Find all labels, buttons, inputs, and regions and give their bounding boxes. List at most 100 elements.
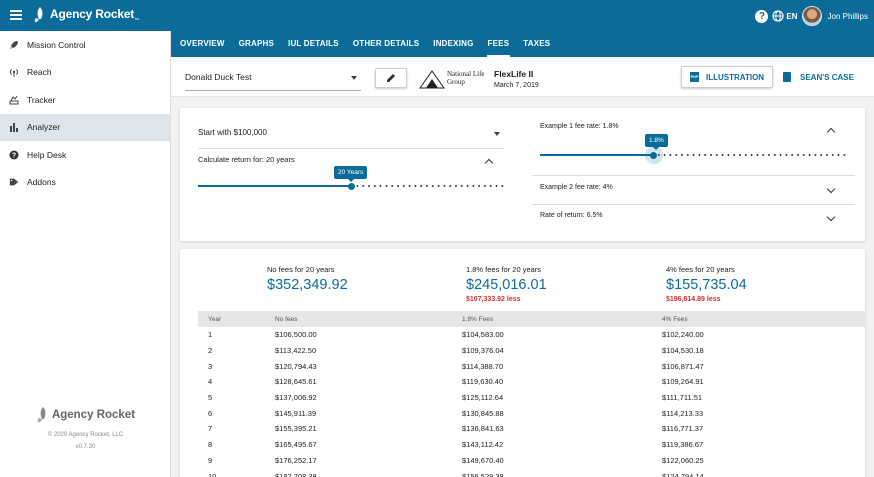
sidebar-item-mission-control[interactable]: Mission Control	[0, 31, 170, 59]
cell-fee2: $104,530.18	[662, 346, 704, 356]
cell-fee1: $130,845.88	[462, 408, 504, 418]
table-row: 4 $128,645.61 $119,630.40 $109,264.91	[198, 374, 866, 390]
tab-fees[interactable]: FEES	[481, 31, 517, 57]
cell-fee1: $109,376.04	[462, 346, 504, 356]
product-name: FlexLife II	[494, 69, 534, 79]
cell-no-fees: $137,006.92	[275, 393, 317, 403]
language-selector[interactable]: EN	[772, 10, 798, 22]
fee1-slider-fill	[540, 154, 654, 156]
cell-fee1: $125,112.64	[462, 393, 504, 403]
cell-no-fees: $106,500.00	[275, 330, 317, 340]
sidebar: Mission Control Reach Tracker Analyzer ?…	[0, 31, 171, 477]
sidebar-item-addons[interactable]: Addons	[0, 169, 170, 197]
table-row: 10 $187,708.38 $156,529.38 $124,794.14	[198, 468, 866, 477]
rocket-logo-icon	[37, 407, 46, 423]
app-trademark: ™	[134, 17, 139, 24]
rocket-icon	[9, 40, 19, 50]
fee2-summary: 4% fees for 20 years $155,735.04 $196,61…	[666, 265, 747, 303]
cell-no-fees: $128,645.61	[275, 377, 317, 387]
carrier-logo: National Life Group	[419, 69, 485, 89]
app-name: Agency Rocket	[50, 6, 135, 21]
table-row: 6 $145,911.39 $130,845.88 $114,213.33	[198, 405, 866, 421]
cell-fee1: $104,583.00	[462, 330, 504, 340]
table-header-row: Year No fees 1.8% Fees 4% Fees	[198, 311, 866, 327]
product-date: March 7, 2019	[494, 82, 539, 89]
cell-year: 3	[208, 361, 213, 371]
start-amount-select[interactable]: Start with $100,000	[198, 128, 504, 144]
years-slider-thumb[interactable]	[347, 183, 355, 190]
cell-fee1: $136,841.63	[462, 424, 504, 434]
fees-table: Year No fees 1.8% Fees 4% Fees 1 $106,500…	[198, 311, 866, 477]
cell-fee2: $111,711.51	[662, 393, 703, 403]
help-button[interactable]: ?	[755, 9, 769, 23]
sidebar-item-reach[interactable]: Reach	[0, 59, 170, 87]
collapse-chevron-icon[interactable]	[484, 158, 494, 168]
cell-fee2: $102,240.00	[662, 330, 704, 340]
client-select[interactable]: Donald Duck Test	[185, 67, 361, 91]
bar-chart-icon	[9, 122, 19, 133]
fee2-label: Example 2 fee rate: 4%	[540, 184, 613, 191]
cell-fee1: $114,388.70	[462, 361, 504, 371]
tab-iul-details[interactable]: IUL DETAILS	[288, 39, 339, 48]
user-avatar[interactable]	[801, 6, 822, 26]
cell-year: 1	[208, 330, 213, 340]
pdf-icon: PDF	[690, 72, 699, 82]
tab-taxes[interactable]: TAXES	[523, 39, 551, 48]
cell-fee1: $149,670.40	[462, 455, 504, 465]
tab-other-details[interactable]: OTHER DETAILS	[352, 39, 420, 48]
cell-no-fees: $155,395.21	[275, 424, 317, 434]
cell-fee2: $106,871.47	[662, 361, 704, 371]
carrier-name-line1: National Life	[447, 70, 485, 78]
rocket-logo-icon	[34, 7, 43, 23]
table-row: 1 $106,500.00 $104,583.00 $102,240.00	[198, 327, 866, 343]
return-label: Rate of return: 6.5%	[540, 212, 603, 219]
case-button[interactable]: SEAN'S CASE	[783, 66, 854, 88]
tab-overview[interactable]: OVERVIEW	[180, 39, 225, 48]
table-row: 3 $120,794.43 $114,388.70 $106,871.47	[198, 358, 866, 374]
cell-year: 5	[208, 393, 213, 403]
footer-logo-text: Agency Rocket	[51, 409, 136, 421]
no-fees-label: No fees for 20 years	[267, 265, 335, 274]
dropdown-caret-icon	[351, 76, 357, 80]
sidebar-item-label: Mission Control	[27, 39, 86, 50]
cell-fee1: $119,630.40	[462, 377, 504, 387]
case-label: SEAN'S CASE	[800, 72, 854, 82]
hamburger-menu-icon[interactable]	[10, 10, 22, 20]
col-header-no-fees: No fees	[275, 311, 462, 327]
edit-button[interactable]	[375, 68, 407, 88]
sidebar-item-help-desk[interactable]: ? Help Desk	[0, 141, 170, 169]
tab-graphs[interactable]: GRAPHS	[238, 39, 275, 48]
cell-fee1: $156,529.38	[462, 471, 504, 477]
cell-no-fees: $187,708.38	[275, 471, 317, 477]
fee2-select[interactable]: Example 2 fee rate: 4%	[540, 182, 840, 200]
col-header-fee2: 4% Fees	[662, 311, 866, 327]
cell-no-fees: $165,495.67	[275, 440, 317, 450]
sidebar-item-label: Analyzer	[27, 122, 61, 133]
illustration-label: ILLUSTRATION	[706, 72, 765, 82]
fee2-difference: $196,614.89 less	[666, 296, 721, 303]
fee-controls-card: Start with $100,000 Calculate return for…	[180, 108, 865, 241]
col-header-year: Year	[198, 311, 275, 327]
collapse-chevron-icon[interactable]	[826, 127, 836, 137]
cell-no-fees: $113,422.50	[275, 346, 317, 356]
fee1-summary-value: $245,016.01	[466, 277, 547, 293]
tag-icon	[9, 177, 19, 187]
sidebar-item-tracker[interactable]: Tracker	[0, 86, 170, 114]
sidebar-item-label: Reach	[27, 67, 52, 78]
fee1-slider-track[interactable]	[540, 154, 848, 156]
fee1-value-bubble: 1.8%	[644, 134, 668, 150]
cell-year: 9	[208, 455, 213, 465]
language-label: EN	[786, 11, 798, 21]
sidebar-item-label: Help Desk	[27, 149, 67, 160]
fee1-slider-thumb[interactable]	[650, 152, 658, 159]
start-amount-label: Start with $100,000	[198, 128, 267, 137]
help-icon: ?	[9, 150, 19, 160]
tab-bar: OVERVIEW GRAPHS IUL DETAILS OTHER DETAIL…	[171, 31, 874, 57]
carrier-name-line2: Group	[447, 78, 465, 86]
sidebar-item-analyzer[interactable]: Analyzer	[0, 113, 170, 141]
tab-indexing[interactable]: INDEXING	[433, 39, 474, 48]
return-select[interactable]: Rate of return: 6.5%	[540, 210, 840, 228]
app-logo[interactable]: Agency Rocket™	[33, 6, 139, 24]
illustration-button[interactable]: PDF ILLUSTRATION	[681, 66, 773, 88]
user-name[interactable]: Jon Phillips	[827, 11, 868, 21]
